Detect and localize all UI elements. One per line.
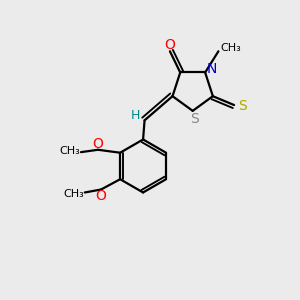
Text: CH₃: CH₃ <box>59 146 80 156</box>
Text: O: O <box>164 38 175 52</box>
Text: CH₃: CH₃ <box>220 43 241 53</box>
Text: N: N <box>206 62 217 76</box>
Text: O: O <box>92 137 103 151</box>
Text: O: O <box>95 189 106 203</box>
Text: S: S <box>190 112 199 126</box>
Text: CH₃: CH₃ <box>63 189 84 199</box>
Text: H: H <box>130 109 140 122</box>
Text: S: S <box>238 100 247 113</box>
